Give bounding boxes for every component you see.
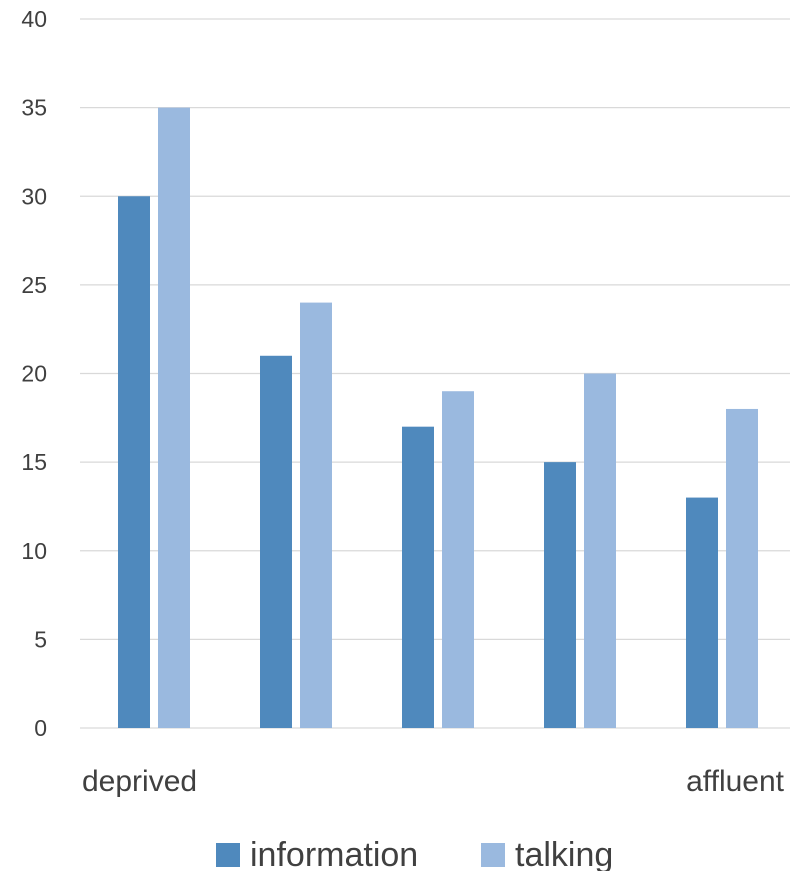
bar-information — [260, 355, 292, 728]
legend-label-information: information — [250, 836, 418, 871]
legend-swatch-talking — [481, 843, 505, 867]
legend: information talking — [216, 836, 613, 874]
y-tick-label: 0 — [34, 715, 47, 741]
x-axis-labels: deprived affluent — [82, 765, 785, 798]
y-tick-label: 20 — [21, 361, 47, 387]
y-axis-ticks: 0 5 10 15 20 25 30 35 40 — [21, 6, 47, 741]
gridlines — [80, 18, 790, 729]
y-tick-label: 5 — [34, 626, 47, 652]
bar-talking — [158, 107, 190, 728]
y-tick-label: 25 — [21, 272, 47, 298]
y-tick-label: 30 — [21, 183, 47, 209]
x-category-label: affluent — [686, 765, 785, 798]
y-tick-label: 35 — [21, 95, 47, 121]
bar-information — [544, 462, 576, 728]
y-tick-label: 10 — [21, 538, 47, 564]
bar-information — [686, 497, 718, 728]
legend-label-talking: talking — [515, 836, 613, 871]
y-tick-label: 15 — [21, 449, 47, 475]
bar-information — [118, 196, 150, 728]
bar-talking — [300, 302, 332, 728]
x-category-label: deprived — [82, 765, 197, 798]
bar-talking — [584, 373, 616, 728]
y-tick-label: 40 — [21, 6, 47, 32]
legend-swatch-information — [216, 843, 240, 867]
bars — [118, 107, 758, 728]
bar-information — [402, 426, 434, 728]
bar-talking — [442, 391, 474, 728]
bar-talking — [726, 408, 758, 728]
